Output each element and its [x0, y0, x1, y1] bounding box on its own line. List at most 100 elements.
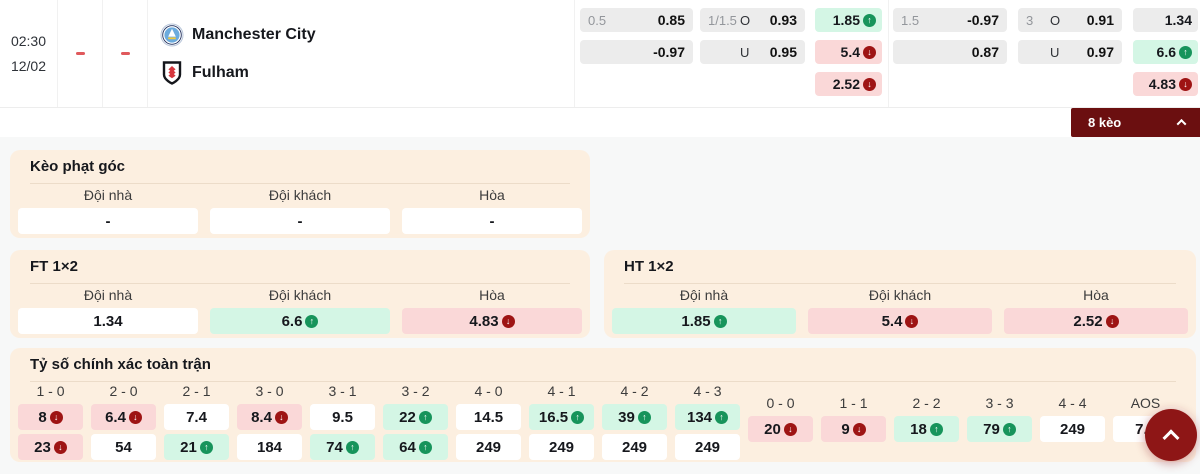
odds-cell-over[interactable]: 1/1.5 O 0.93: [700, 8, 805, 32]
match-time: 02:30: [10, 33, 47, 49]
score-column: 2 - 1 7.4 21 ↑: [164, 382, 229, 460]
odds-cell-hdp[interactable]: 0.87: [893, 40, 1007, 64]
odds-cell-hdp[interactable]: -0.97: [580, 40, 693, 64]
odds-cell-ht-draw[interactable]: 2.52 ↓: [1004, 308, 1188, 334]
panel-cells: - - -: [18, 208, 582, 234]
ht-1x2-panel: HT 1×2 Đội nhà Đội khách Hòa 1.85 ↑ 5.4 ↓ …: [604, 250, 1196, 338]
odds-cell-score[interactable]: 64 ↑: [383, 434, 448, 460]
trend-up-icon: ↑: [713, 314, 727, 328]
score-column-header: 3 - 1: [328, 383, 357, 399]
home-score-dash: [75, 52, 85, 55]
home-score-col: [58, 0, 103, 107]
trend-up-icon: ↑: [1002, 422, 1016, 436]
trend-down-icon: ↓: [1179, 77, 1192, 91]
odds-cell-ht-away[interactable]: 5.4 ↓: [808, 308, 992, 334]
total-label: 1/1.5: [708, 12, 737, 28]
odds-cell-score[interactable]: 16.5 ↑: [529, 404, 594, 430]
trend-down-icon: ↓: [1105, 314, 1119, 328]
odds-cell-score[interactable]: 249: [602, 434, 667, 460]
score-column: 3 - 1 9.5 74 ↑: [310, 382, 375, 460]
odds-cell-score[interactable]: 21 ↑: [164, 434, 229, 460]
odds-cell-score[interactable]: 8.4 ↓: [237, 404, 302, 430]
panel-cells: 1.85 ↑ 5.4 ↓ 2.52 ↓: [612, 308, 1188, 334]
trend-down-icon: ↓: [852, 422, 866, 436]
odds-cell-1x2[interactable]: 1.85 ↑: [815, 8, 882, 32]
odds-cell-score[interactable]: 54: [91, 434, 156, 460]
odds-cell-score[interactable]: 18 ↑: [894, 416, 959, 442]
odds-cell-1x2[interactable]: 4.83 ↓: [1133, 72, 1198, 96]
odds-cell-hdp[interactable]: 0.5 0.85: [580, 8, 693, 32]
x12-group-2: 1.34 6.6 ↑ 4.83 ↓: [1133, 8, 1198, 96]
odds-cell-over[interactable]: 3 O 0.91: [1018, 8, 1122, 32]
trend-down-icon: ↓: [863, 77, 876, 91]
odds-cell-score[interactable]: 9 ↓: [821, 416, 886, 442]
odds-value: 0.87: [971, 44, 999, 60]
odds-cell-under[interactable]: U 0.95: [700, 40, 805, 64]
odds-cell-score[interactable]: 22 ↑: [383, 404, 448, 430]
odds-cell-score[interactable]: 249: [675, 434, 740, 460]
odds-cell-score[interactable]: 14.5: [456, 404, 521, 430]
match-date: 12/02: [10, 58, 47, 74]
score-column-header: 1 - 1: [839, 395, 868, 411]
odds-cell-score[interactable]: 134 ↑: [675, 404, 740, 430]
odds-cell-score[interactable]: 20 ↓: [748, 416, 813, 442]
score-grid-draws: 0 - 0 20 ↓ 1 - 1 9 ↓ 2 - 2 18 ↑ 3 - 3 79 ↑ 4 - 4 249 A…: [748, 394, 1178, 442]
odds-cell-score[interactable]: 249: [456, 434, 521, 460]
score-column-header: 4 - 4: [1058, 395, 1087, 411]
x12-group-1: 1.85 ↑ 5.4 ↓ 2.52 ↓: [815, 8, 882, 96]
trend-down-icon: ↓: [501, 314, 515, 328]
odds-cell-score[interactable]: 39 ↑: [602, 404, 667, 430]
odds-cell-score[interactable]: 249: [529, 434, 594, 460]
odds-cell-under[interactable]: U 0.97: [1018, 40, 1122, 64]
home-team-row[interactable]: Manchester City: [160, 23, 574, 47]
odds-cell-score[interactable]: 7.4: [164, 404, 229, 430]
score-column-header: 3 - 3: [985, 395, 1014, 411]
odds-cell-ft-draw[interactable]: 4.83 ↓: [402, 308, 582, 334]
more-odds-button[interactable]: 8 kèo: [1071, 108, 1200, 137]
chevron-up-icon: [1162, 429, 1180, 447]
score-column-header: 3 - 0: [255, 383, 284, 399]
chevron-up-icon: [1176, 118, 1187, 129]
odds-cell-score[interactable]: 184: [237, 434, 302, 460]
trend-up-icon: ↑: [571, 410, 585, 424]
odds-cell-score[interactable]: 23 ↓: [18, 434, 83, 460]
panel-title: Kèo phạt góc: [30, 154, 570, 184]
odds-cell-ht-home[interactable]: 1.85 ↑: [612, 308, 796, 334]
score-column-header: 2 - 1: [182, 383, 211, 399]
handicap-group-2: 1.5 -0.97 0.87: [893, 8, 1007, 64]
odds-cell-score[interactable]: 249: [1040, 416, 1105, 442]
odds-cell-score[interactable]: 74 ↑: [310, 434, 375, 460]
odds-cell-1x2[interactable]: 2.52 ↓: [815, 72, 882, 96]
under-label: U: [1050, 44, 1060, 60]
odds-area: 0.5 0.85 -0.97 1/1.5 O 0.93 U 0.9: [575, 0, 1200, 107]
odds-cell-score[interactable]: 79 ↑: [967, 416, 1032, 442]
score-column: 4 - 2 39 ↑ 249: [602, 382, 667, 460]
trend-down-icon: ↓: [863, 45, 876, 59]
scroll-top-button[interactable]: [1145, 409, 1197, 461]
odds-cell-corner-away[interactable]: -: [210, 208, 390, 234]
fulham-logo-icon: [160, 60, 184, 85]
odds-cell-ft-home[interactable]: 1.34: [18, 308, 198, 334]
score-column-header: 4 - 0: [474, 383, 503, 399]
odds-cell-score[interactable]: 8 ↓: [18, 404, 83, 430]
score-column: 4 - 4 249: [1040, 394, 1105, 442]
handicap-label: 0.5: [588, 12, 607, 28]
ou-group-1: 1/1.5 O 0.93 U 0.95: [700, 8, 805, 64]
odds-cell-1x2[interactable]: 1.34: [1133, 8, 1198, 32]
odds-cell-hdp[interactable]: 1.5 -0.97: [893, 8, 1007, 32]
score-column: 3 - 2 22 ↑ 64 ↑: [383, 382, 448, 460]
odds-cell-1x2[interactable]: 6.6 ↑: [1133, 40, 1198, 64]
odds-cell-1x2[interactable]: 5.4 ↓: [815, 40, 882, 64]
header-away: Đội khách: [268, 187, 332, 203]
odds-cell-score[interactable]: 6.4 ↓: [91, 404, 156, 430]
score-column: 2 - 2 18 ↑: [894, 394, 959, 442]
score-column: 2 - 0 6.4 ↓ 54: [91, 382, 156, 460]
odds-cell-corner-draw[interactable]: -: [402, 208, 582, 234]
odds-value: 0.97: [1086, 44, 1114, 60]
away-team-row[interactable]: Fulham: [160, 60, 574, 85]
odds-cell-ft-away[interactable]: 6.6 ↑: [210, 308, 390, 334]
odds-cell-score[interactable]: 9.5: [310, 404, 375, 430]
odds-cell-corner-home[interactable]: -: [18, 208, 198, 234]
over-label: O: [740, 12, 751, 28]
